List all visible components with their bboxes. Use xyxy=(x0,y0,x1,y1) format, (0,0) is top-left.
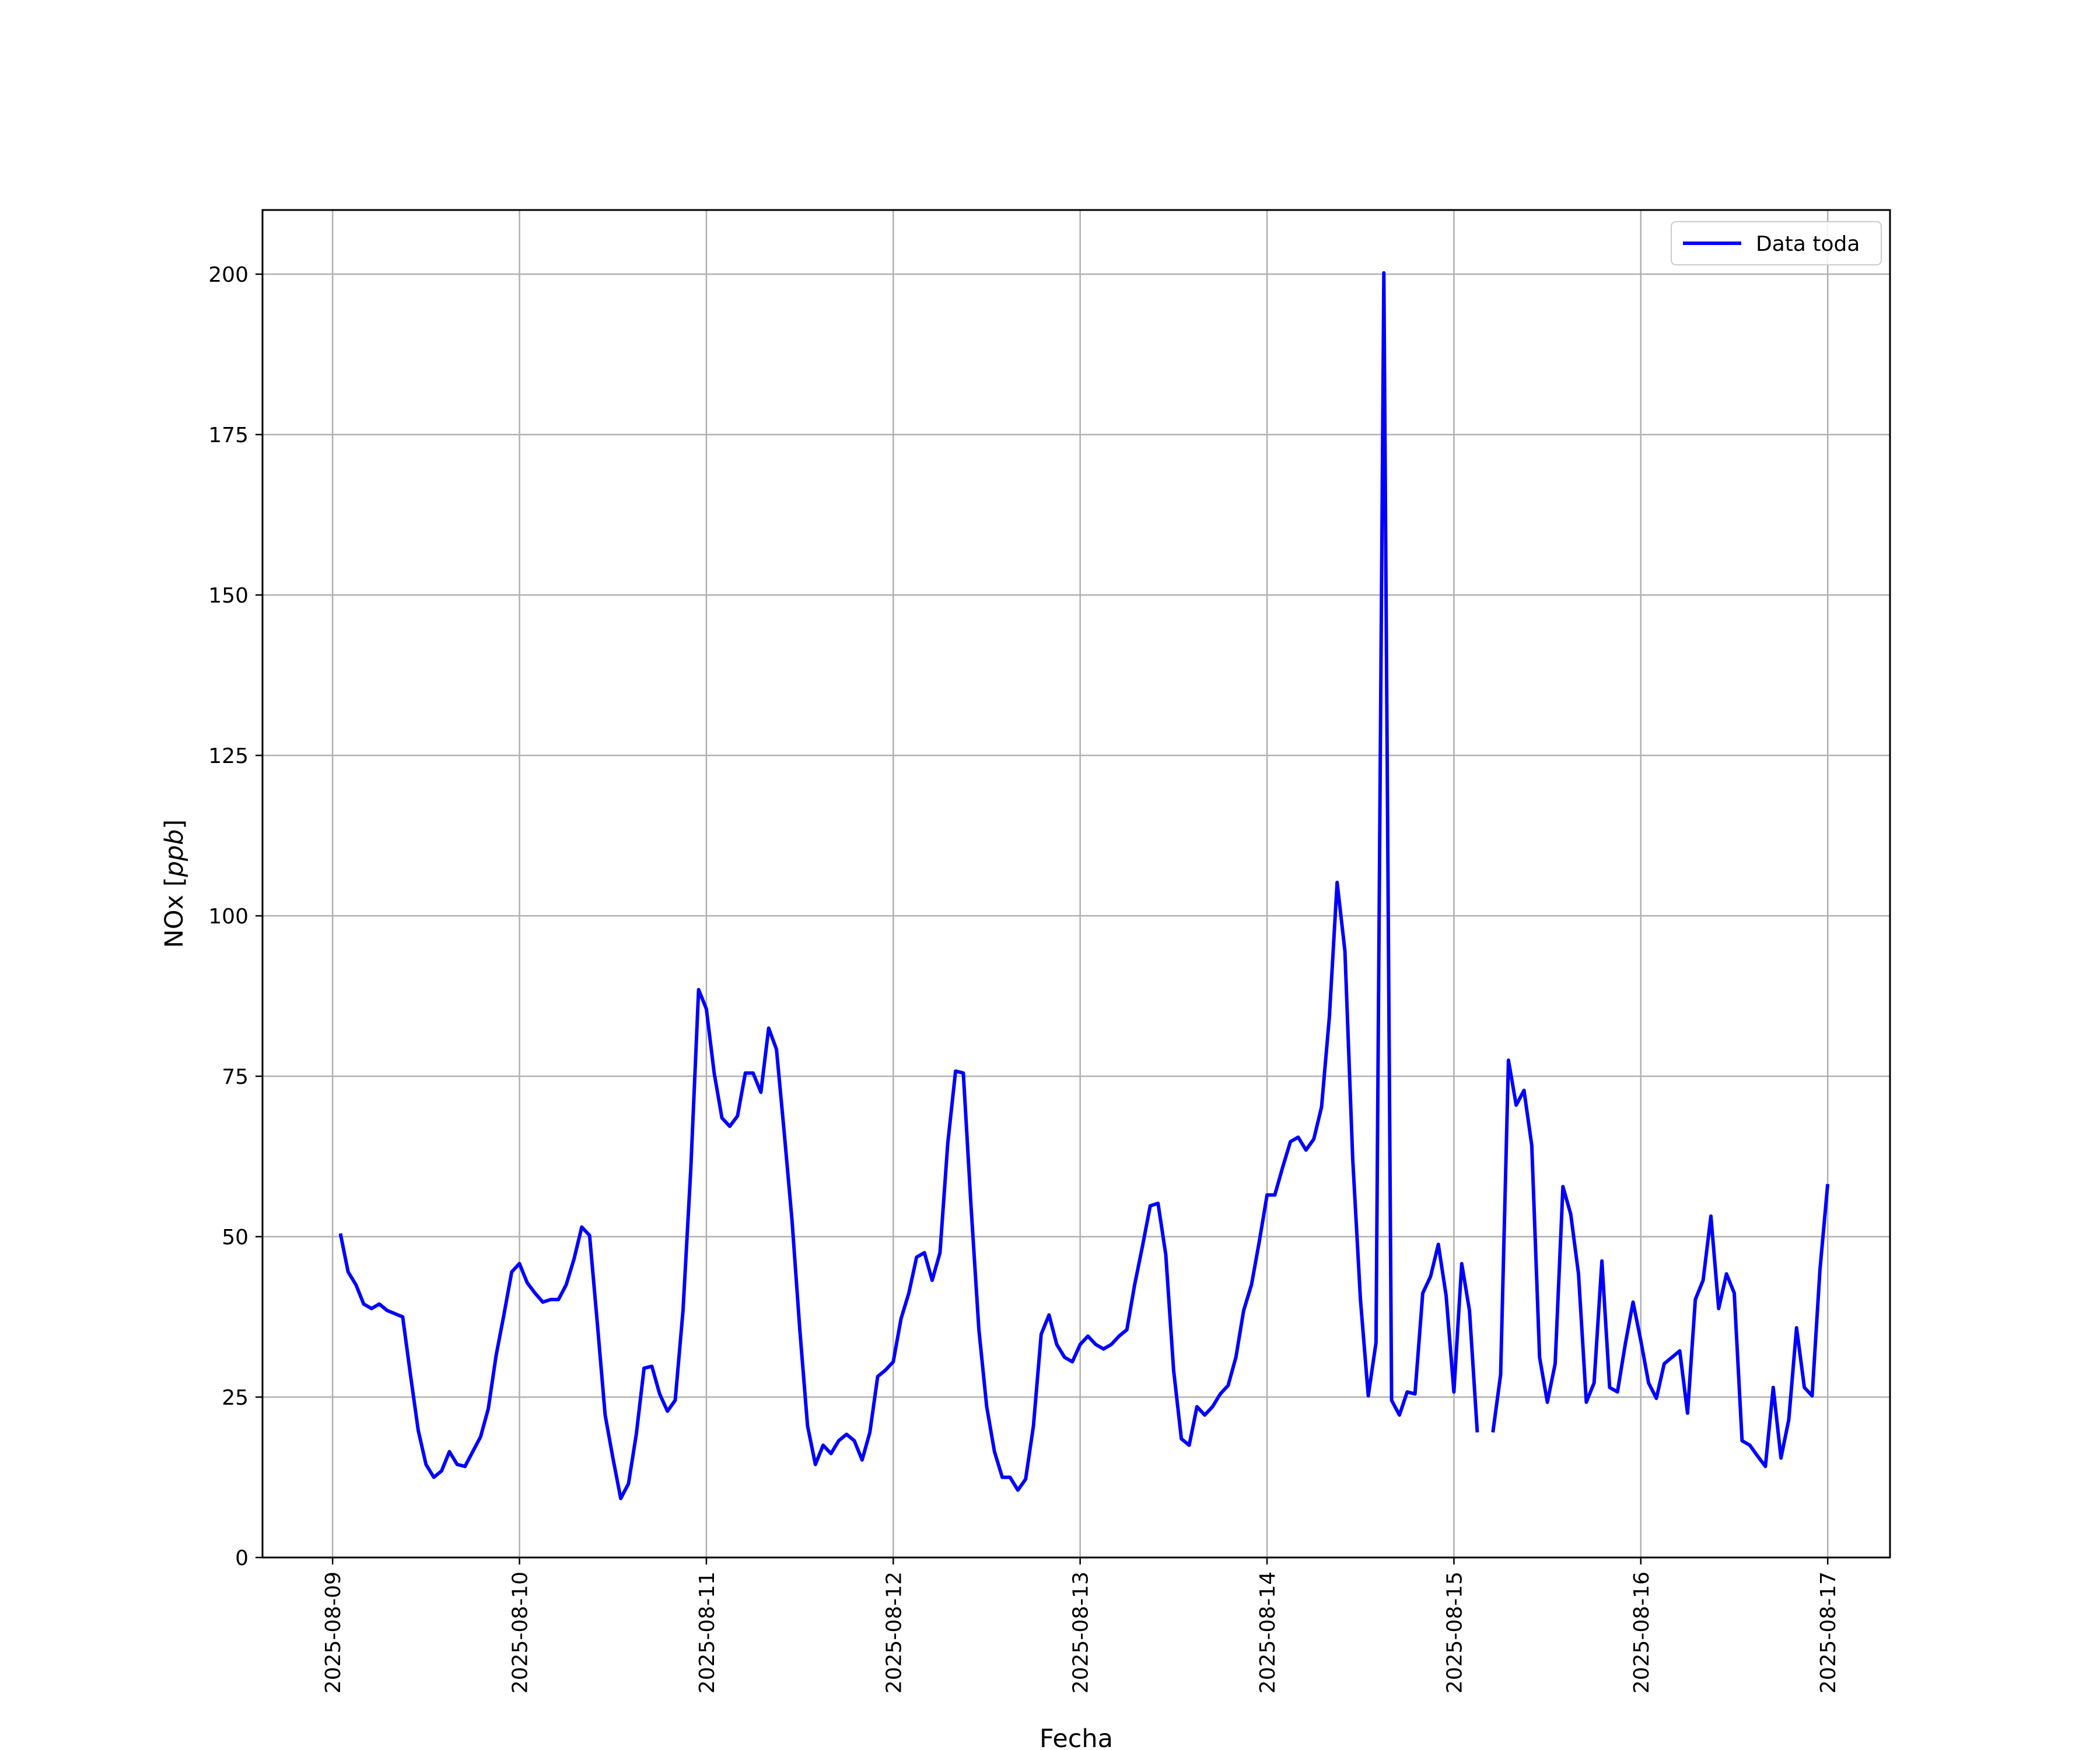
x-tick-label: 2025-08-12 xyxy=(882,1572,906,1693)
y-tick-label: 0 xyxy=(235,1546,249,1570)
x-tick-label: 2025-08-10 xyxy=(509,1572,533,1693)
x-tick-label: 2025-08-17 xyxy=(1817,1572,1840,1693)
x-tick-label: 2025-08-09 xyxy=(321,1572,345,1693)
legend-box xyxy=(1671,221,1882,265)
y-tick-label: 25 xyxy=(222,1386,249,1410)
y-axis-label-prefix: NOx [ xyxy=(160,877,189,948)
series-layer xyxy=(338,271,1830,1500)
plot-frame xyxy=(261,209,1891,1559)
x-axis-ticks: 2025-08-09 2025-08-10 2025-08-11 2025-08-12… xyxy=(321,1558,1840,1693)
legend: Data toda xyxy=(1671,221,1882,265)
series-line-data-toda xyxy=(338,271,1830,1500)
x-tick-label: 2025-08-16 xyxy=(1630,1572,1654,1693)
x-tick-label: 2025-08-13 xyxy=(1069,1572,1093,1693)
y-axis-ticks: 0 25 50 75 100 125 150 175 200 xyxy=(208,263,262,1570)
y-tick-label: 150 xyxy=(208,584,249,608)
y-tick-label: 200 xyxy=(208,263,249,287)
x-tick-label: 2025-08-11 xyxy=(695,1572,719,1693)
y-tick-label: 175 xyxy=(208,424,249,447)
y-tick-label: 75 xyxy=(222,1065,249,1089)
y-axis-label-suffix: ] xyxy=(160,820,189,830)
legend-label-data-toda: Data toda xyxy=(1756,232,1860,256)
y-axis-label: NOx [ppb] xyxy=(160,820,189,949)
y-tick-label: 100 xyxy=(208,905,249,929)
x-tick-label: 2025-08-15 xyxy=(1443,1572,1466,1693)
y-tick-label: 125 xyxy=(208,744,249,768)
y-tick-label: 50 xyxy=(222,1226,249,1250)
y-axis-label-unit: ppb xyxy=(160,829,189,877)
x-tick-label: 2025-08-14 xyxy=(1256,1572,1280,1693)
x-axis-label: Fecha xyxy=(1040,1724,1113,1750)
